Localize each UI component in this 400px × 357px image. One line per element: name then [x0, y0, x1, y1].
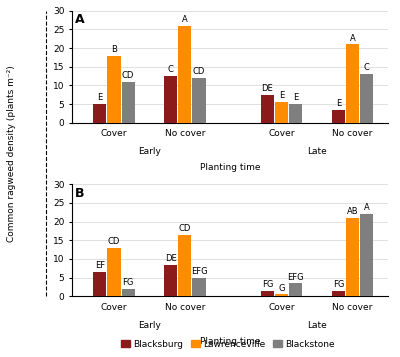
Text: B: B [75, 187, 85, 200]
Bar [192, 278, 206, 296]
Text: DE: DE [262, 84, 273, 93]
Bar [261, 291, 274, 296]
Text: E: E [293, 94, 298, 102]
Bar [122, 289, 135, 296]
Text: A: A [364, 203, 370, 212]
Text: C: C [364, 64, 370, 72]
Text: E: E [279, 91, 284, 101]
Bar [164, 265, 177, 296]
Text: B: B [111, 45, 117, 54]
Text: E: E [97, 94, 102, 102]
Text: Early: Early [138, 147, 161, 156]
Text: FG: FG [122, 278, 134, 287]
Text: DE: DE [165, 254, 176, 263]
X-axis label: Planting time: Planting time [200, 163, 260, 172]
Text: Common ragweed density (plants m⁻²): Common ragweed density (plants m⁻²) [8, 65, 16, 242]
Bar [261, 95, 274, 123]
Bar [107, 248, 120, 296]
Text: CD: CD [108, 237, 120, 246]
Legend: Blacksburg, Lawrenceville, Blackstone: Blacksburg, Lawrenceville, Blackstone [117, 336, 339, 352]
Bar [178, 235, 192, 296]
Bar [122, 82, 135, 123]
Bar [178, 26, 192, 123]
Text: EFG: EFG [191, 267, 207, 276]
Text: CD: CD [193, 67, 205, 76]
Bar [275, 102, 288, 123]
Bar [164, 76, 177, 123]
Text: FG: FG [333, 280, 344, 289]
Bar [192, 78, 206, 123]
Text: E: E [336, 99, 341, 108]
X-axis label: Planting time: Planting time [200, 337, 260, 346]
Text: A: A [75, 13, 85, 26]
Text: Early: Early [138, 321, 161, 330]
Text: A: A [182, 15, 188, 24]
Text: EFG: EFG [288, 272, 304, 282]
Bar [346, 218, 359, 296]
Bar [360, 214, 373, 296]
Bar [332, 291, 345, 296]
Text: G: G [278, 284, 285, 293]
Bar [93, 272, 106, 296]
Text: C: C [168, 65, 174, 74]
Text: Late: Late [307, 321, 327, 330]
Text: A: A [350, 34, 356, 42]
Text: FG: FG [262, 280, 273, 289]
Text: AB: AB [347, 207, 358, 216]
Bar [346, 44, 359, 123]
Bar [275, 295, 288, 296]
Bar [107, 55, 120, 123]
Bar [289, 283, 302, 296]
Text: Late: Late [307, 147, 327, 156]
Bar [360, 74, 373, 123]
Bar [289, 104, 302, 123]
Text: EF: EF [95, 261, 105, 270]
Text: CD: CD [122, 71, 134, 80]
Bar [332, 110, 345, 123]
Text: CD: CD [179, 224, 191, 233]
Bar [93, 104, 106, 123]
